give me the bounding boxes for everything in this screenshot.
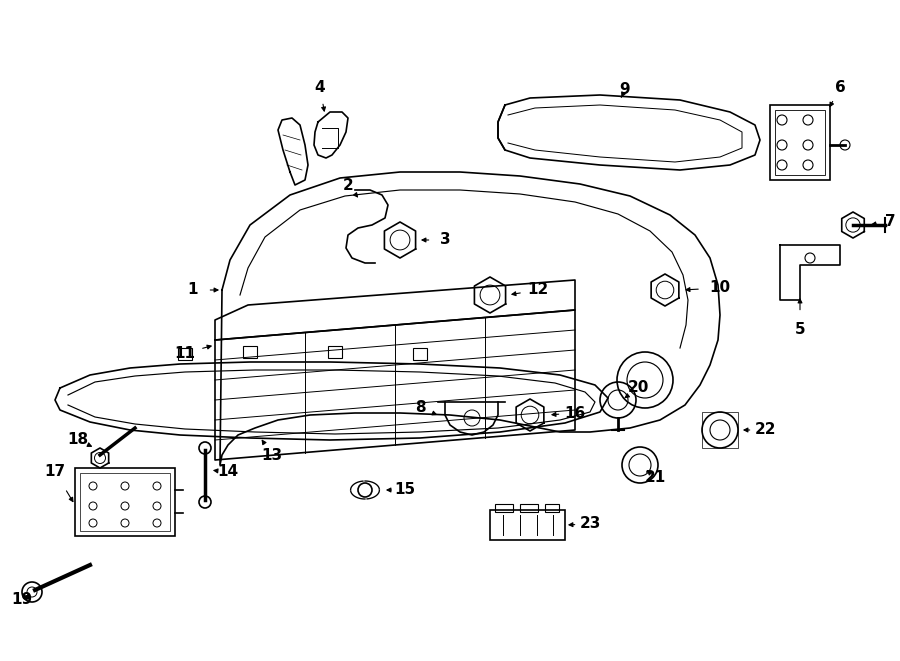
Text: 12: 12 <box>527 282 549 297</box>
Bar <box>520 504 538 512</box>
Text: 11: 11 <box>175 346 195 360</box>
Text: 8: 8 <box>415 401 426 416</box>
Text: 16: 16 <box>564 405 586 420</box>
Text: 9: 9 <box>620 83 630 98</box>
Text: 4: 4 <box>315 81 325 95</box>
Text: 3: 3 <box>440 233 450 247</box>
Text: 17: 17 <box>44 465 66 479</box>
Bar <box>545 504 559 512</box>
Text: 21: 21 <box>644 471 666 485</box>
Bar <box>490 510 565 540</box>
Text: 22: 22 <box>754 422 776 438</box>
Bar <box>413 348 427 360</box>
Text: 23: 23 <box>580 516 600 531</box>
Text: 20: 20 <box>627 381 649 395</box>
Text: 14: 14 <box>218 465 238 479</box>
Text: 1: 1 <box>188 282 198 297</box>
Text: 10: 10 <box>709 280 731 295</box>
Bar <box>495 504 513 512</box>
Text: 15: 15 <box>394 483 416 498</box>
Text: 18: 18 <box>68 432 88 447</box>
Bar <box>243 346 257 358</box>
Bar <box>328 346 342 358</box>
Bar <box>702 412 738 448</box>
Bar <box>75 468 175 536</box>
Text: 19: 19 <box>12 592 32 607</box>
Bar <box>775 110 825 175</box>
Bar <box>178 348 192 360</box>
Bar <box>80 473 170 531</box>
Text: 2: 2 <box>343 178 354 192</box>
Text: 7: 7 <box>885 215 895 229</box>
Bar <box>770 105 830 180</box>
Text: 13: 13 <box>261 447 283 463</box>
Text: 5: 5 <box>795 323 806 338</box>
Text: 6: 6 <box>834 81 845 95</box>
